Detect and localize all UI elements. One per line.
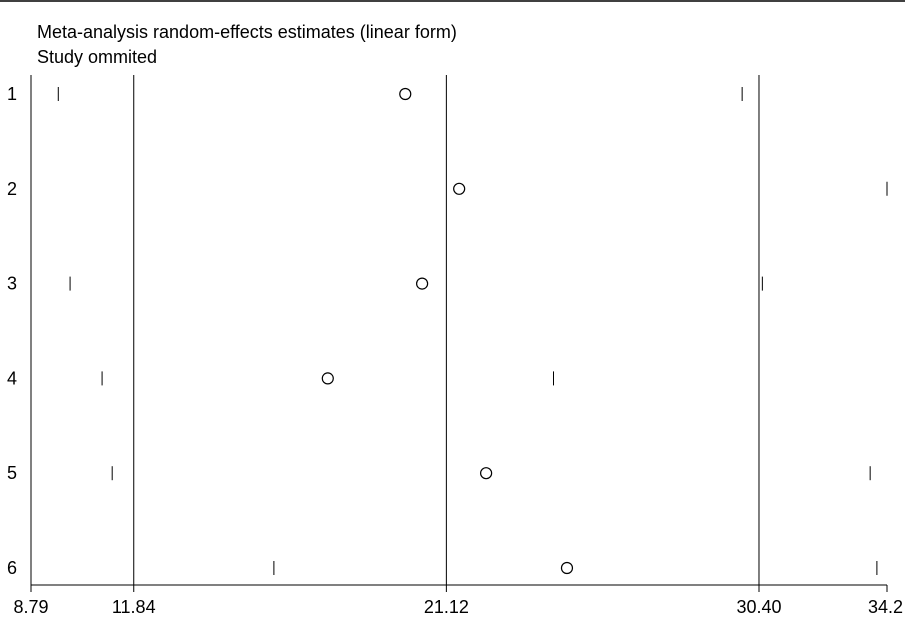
study-label: 4 bbox=[7, 368, 17, 388]
chart-subtitle: Study ommited bbox=[37, 47, 158, 67]
study-row: 4 bbox=[7, 368, 554, 388]
study-row: 2 bbox=[7, 179, 888, 199]
x-tick-label: 11.84 bbox=[112, 597, 156, 617]
study-rows: 1 2 3 4 5 6 bbox=[7, 84, 888, 578]
estimate-point bbox=[321, 372, 334, 385]
estimate-point bbox=[453, 182, 466, 195]
x-tick-label: 30.40 bbox=[736, 597, 781, 617]
study-label: 6 bbox=[7, 558, 17, 578]
x-tick-label: 21.12 bbox=[424, 597, 469, 617]
study-label: 1 bbox=[7, 84, 17, 104]
estimate-point bbox=[480, 467, 493, 480]
study-label: 2 bbox=[7, 179, 17, 199]
estimate-point bbox=[399, 87, 412, 101]
estimate-point bbox=[560, 561, 574, 575]
study-label: 5 bbox=[7, 463, 17, 483]
x-tick-label: 34.2 bbox=[868, 597, 903, 617]
chart-title: Meta-analysis random-effects estimates (… bbox=[37, 22, 457, 42]
reference-lines bbox=[30, 75, 760, 585]
estimate-point bbox=[416, 277, 429, 290]
study-row: 6 bbox=[7, 558, 878, 578]
x-tick-label: 8.79 bbox=[13, 597, 48, 617]
study-label: 3 bbox=[7, 274, 17, 294]
x-axis: 8.79 11.84 21.12 30.40 34.2 bbox=[13, 584, 903, 617]
study-row: 1 bbox=[7, 84, 743, 104]
study-row: 5 bbox=[7, 463, 871, 483]
study-row: 3 bbox=[7, 274, 763, 294]
